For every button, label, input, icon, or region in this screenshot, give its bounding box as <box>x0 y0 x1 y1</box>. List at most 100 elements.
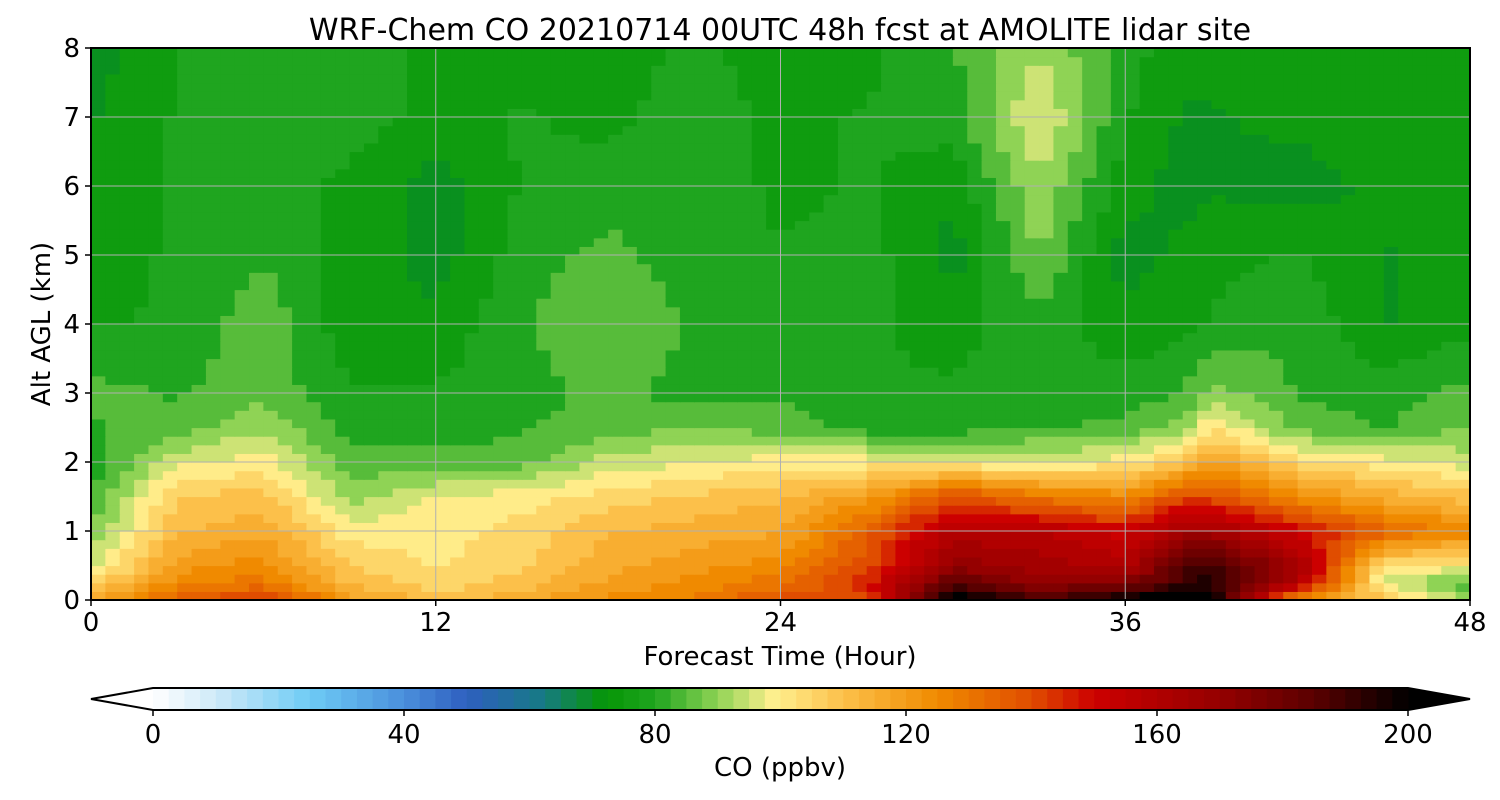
heatmap-cell <box>1340 505 1356 515</box>
heatmap-cell <box>952 324 968 334</box>
heatmap-cell <box>493 237 509 247</box>
heatmap-cell <box>1168 487 1184 498</box>
heatmap-cell <box>909 306 925 316</box>
heatmap-cell <box>119 246 135 256</box>
heatmap-cell <box>1082 462 1098 472</box>
heatmap-cell <box>1082 263 1098 273</box>
heatmap-cell <box>1168 384 1184 394</box>
heatmap-cell <box>995 324 1011 334</box>
heatmap-cell <box>421 160 437 170</box>
heatmap-cell <box>1268 358 1284 368</box>
heatmap-cell <box>1426 418 1442 429</box>
heatmap-cell <box>895 272 911 282</box>
heatmap-cell <box>766 367 782 377</box>
heatmap-cell <box>636 263 652 273</box>
heatmap-cell <box>737 263 753 273</box>
heatmap-cell <box>450 246 466 256</box>
heatmap-cell <box>881 306 897 316</box>
heatmap-cell <box>177 531 193 541</box>
heatmap-cell <box>349 539 365 549</box>
heatmap-cell <box>1441 479 1457 489</box>
heatmap-cell <box>1053 229 1069 239</box>
heatmap-cell <box>565 531 580 541</box>
heatmap-cell <box>1326 315 1342 325</box>
heatmap-cell <box>550 160 566 170</box>
heatmap-cell <box>766 246 782 256</box>
heatmap-cell <box>1311 556 1327 567</box>
heatmap-cell <box>866 470 882 480</box>
heatmap-cell <box>392 168 408 178</box>
heatmap-cell <box>1326 531 1342 541</box>
heatmap-cell <box>665 574 681 584</box>
heatmap-cell <box>938 237 954 247</box>
heatmap-cell <box>162 306 178 316</box>
heatmap-cell <box>967 151 983 161</box>
heatmap-cell <box>1268 324 1284 334</box>
heatmap-cell <box>105 237 121 247</box>
heatmap-cell <box>823 237 839 247</box>
heatmap-cell <box>1139 211 1155 222</box>
heatmap-cell <box>679 418 695 429</box>
heatmap-cell <box>1311 548 1327 558</box>
heatmap-cell <box>1412 548 1428 558</box>
heatmap-cell <box>1153 229 1169 239</box>
heatmap-cell <box>191 349 207 360</box>
heatmap-cell <box>105 220 121 230</box>
heatmap-cell <box>1283 306 1299 316</box>
heatmap-cell <box>1110 505 1126 515</box>
heatmap-cell <box>1010 531 1026 541</box>
heatmap-cell <box>622 160 638 170</box>
heatmap-cell <box>1010 375 1026 385</box>
heatmap-cell <box>1412 220 1428 230</box>
heatmap-cell <box>622 522 638 532</box>
heatmap-cell <box>766 220 782 230</box>
heatmap-cell <box>1254 289 1270 299</box>
heatmap-cell <box>148 142 164 153</box>
heatmap-cell <box>1426 203 1442 213</box>
heatmap-cell <box>1398 229 1414 239</box>
heatmap-cell <box>651 444 667 454</box>
heatmap-cell <box>1225 513 1241 523</box>
heatmap-cell <box>550 496 566 506</box>
heatmap-cell <box>378 255 394 265</box>
heatmap-cell <box>493 263 509 273</box>
heatmap-cell <box>263 487 279 498</box>
heatmap-cell <box>407 591 422 601</box>
heatmap-cell <box>1082 289 1098 299</box>
heatmap-cell <box>636 582 652 592</box>
heatmap-cell <box>421 263 437 273</box>
heatmap-cell <box>593 513 609 523</box>
heatmap-cell <box>550 410 566 420</box>
heatmap-cell <box>679 177 695 187</box>
heatmap-cell <box>91 444 106 454</box>
heatmap-cell <box>521 418 537 429</box>
heatmap-cell <box>119 548 135 558</box>
heatmap-cell <box>105 513 121 523</box>
heatmap-cell <box>119 393 135 403</box>
heatmap-cell <box>952 462 968 472</box>
heatmap-cell <box>593 211 609 222</box>
heatmap-cell <box>220 453 236 463</box>
heatmap-cell <box>1254 522 1270 532</box>
heatmap-cell <box>335 375 351 385</box>
heatmap-cell <box>263 237 279 247</box>
heatmap-cell <box>995 582 1011 592</box>
heatmap-cell <box>464 410 480 420</box>
heatmap-cell <box>550 548 566 558</box>
heatmap-cell <box>220 246 236 256</box>
heatmap-cell <box>565 237 580 247</box>
heatmap-cell <box>1254 168 1270 178</box>
heatmap-cell <box>263 289 279 299</box>
heatmap-cell <box>766 548 782 558</box>
heatmap-cell <box>708 462 724 472</box>
heatmap-cell <box>363 160 379 170</box>
heatmap-cell <box>1197 401 1213 411</box>
heatmap-cell <box>392 487 408 498</box>
heatmap-cell <box>306 401 322 411</box>
heatmap-cell <box>1024 513 1040 523</box>
heatmap-cell <box>1426 211 1442 222</box>
heatmap-cell <box>1125 298 1141 308</box>
heatmap-cell <box>550 427 566 437</box>
heatmap-cell <box>1082 203 1098 213</box>
